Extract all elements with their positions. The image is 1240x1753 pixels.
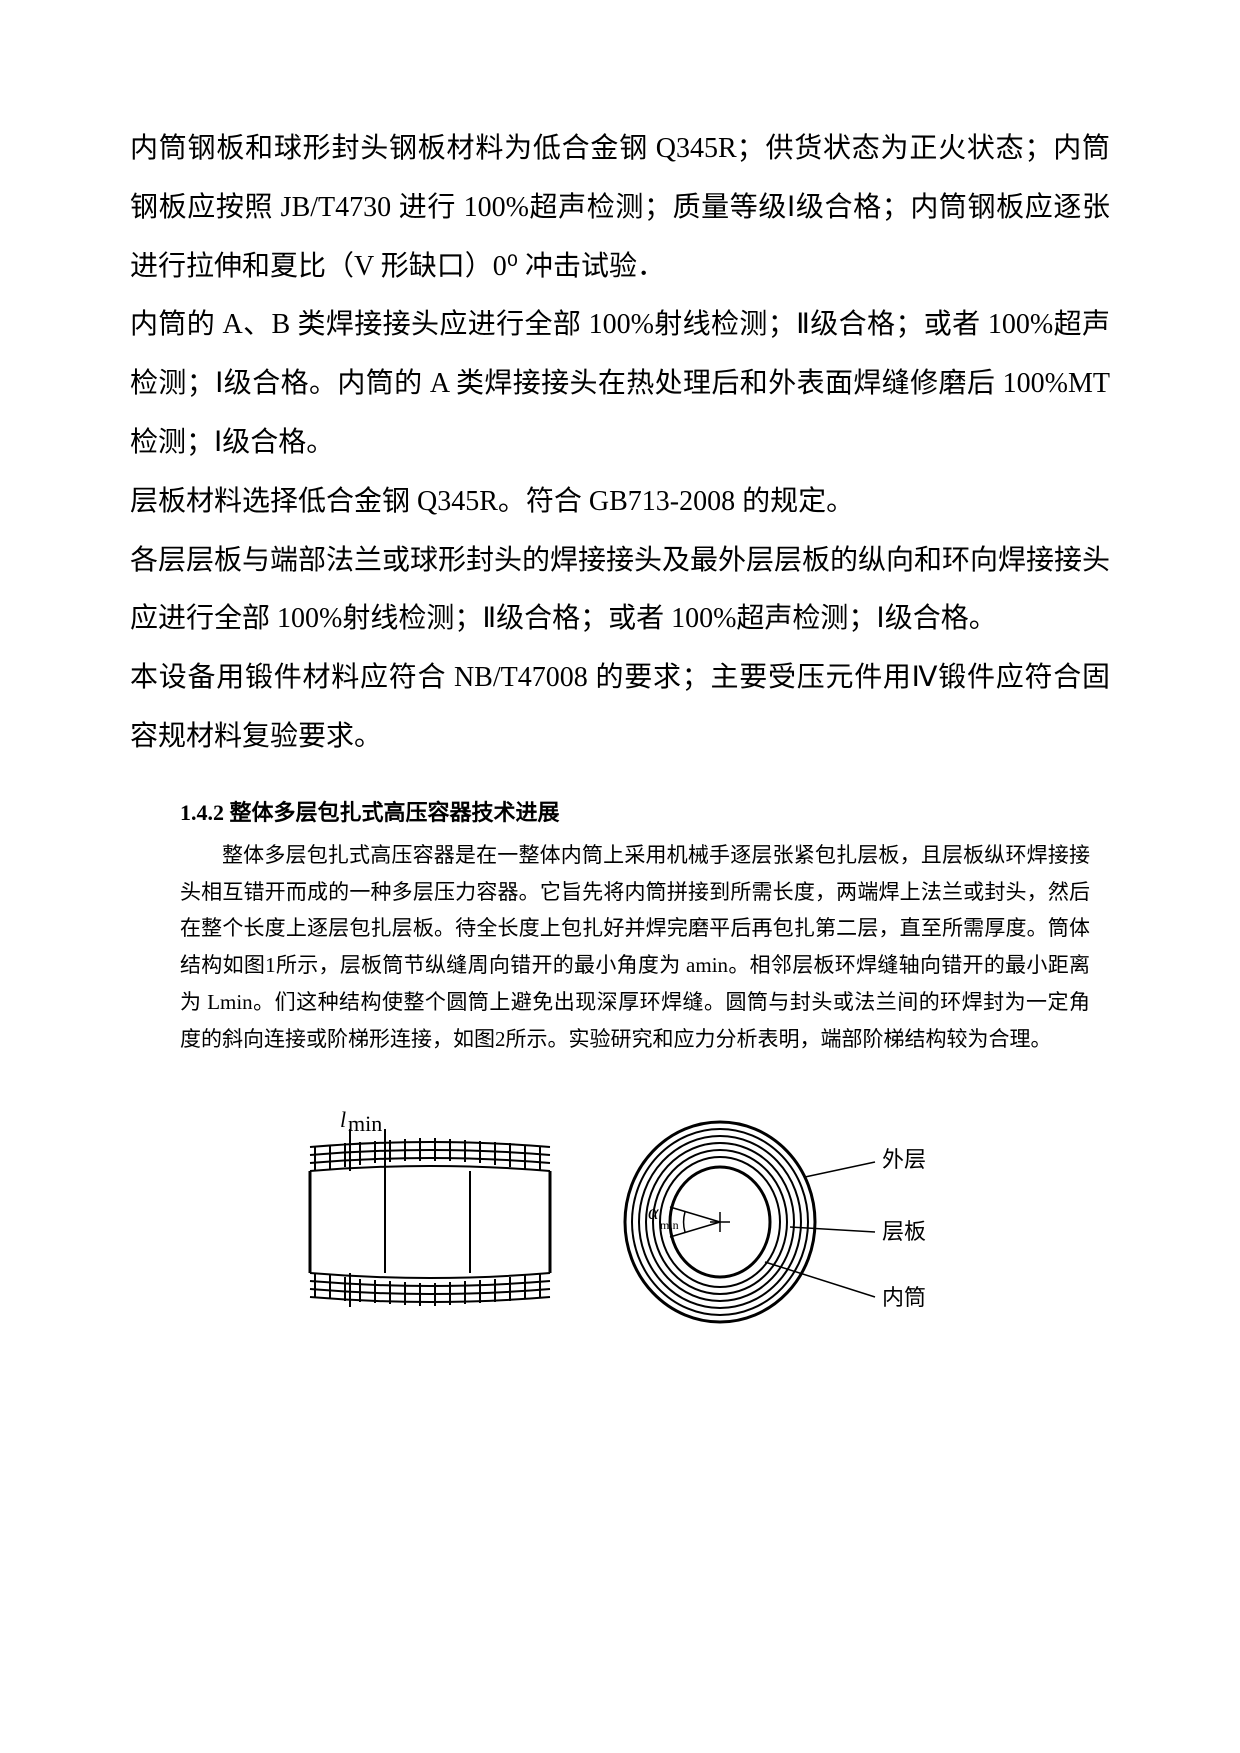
section-heading: 1.4.2 整体多层包扎式高压容器技术进展 bbox=[130, 795, 1110, 827]
svg-text:min: min bbox=[660, 1218, 679, 1232]
cylinder-side-view: l min bbox=[290, 1107, 570, 1337]
label-inner: 内筒 bbox=[882, 1285, 926, 1310]
body-paragraph-5: 本设备用锻件材料应符合 NB/T47008 的要求；主要受压元件用Ⅳ锻件应符合固… bbox=[130, 649, 1110, 767]
label-layer: 层板 bbox=[882, 1219, 926, 1244]
section-body: 整体多层包扎式高压容器是在一整体内筒上采用机械手逐层张紧包扎层板，且层板纵环焊接… bbox=[130, 837, 1110, 1058]
svg-text:min: min bbox=[348, 1111, 382, 1136]
body-paragraph-1: 内筒钢板和球形封头钢板材料为低合金钢 Q345R；供货状态为正火状态；内筒钢板应… bbox=[130, 120, 1110, 296]
body-paragraph-3: 层板材料选择低合金钢 Q345R。符合 GB713-2008 的规定。 bbox=[130, 473, 1110, 532]
cylinder-cross-section: α min 外层 层板 内筒 bbox=[610, 1107, 950, 1337]
figure-1: l min bbox=[130, 1107, 1110, 1337]
svg-text:α: α bbox=[648, 1202, 659, 1224]
svg-text:l: l bbox=[340, 1107, 346, 1132]
label-outer: 外层 bbox=[882, 1147, 926, 1172]
body-paragraph-4: 各层层板与端部法兰或球形封头的焊接接头及最外层层板的纵向和环向焊接接头应进行全部… bbox=[130, 532, 1110, 650]
body-paragraph-2: 内筒的 A、B 类焊接接头应进行全部 100%射线检测；Ⅱ级合格；或者 100%… bbox=[130, 296, 1110, 472]
